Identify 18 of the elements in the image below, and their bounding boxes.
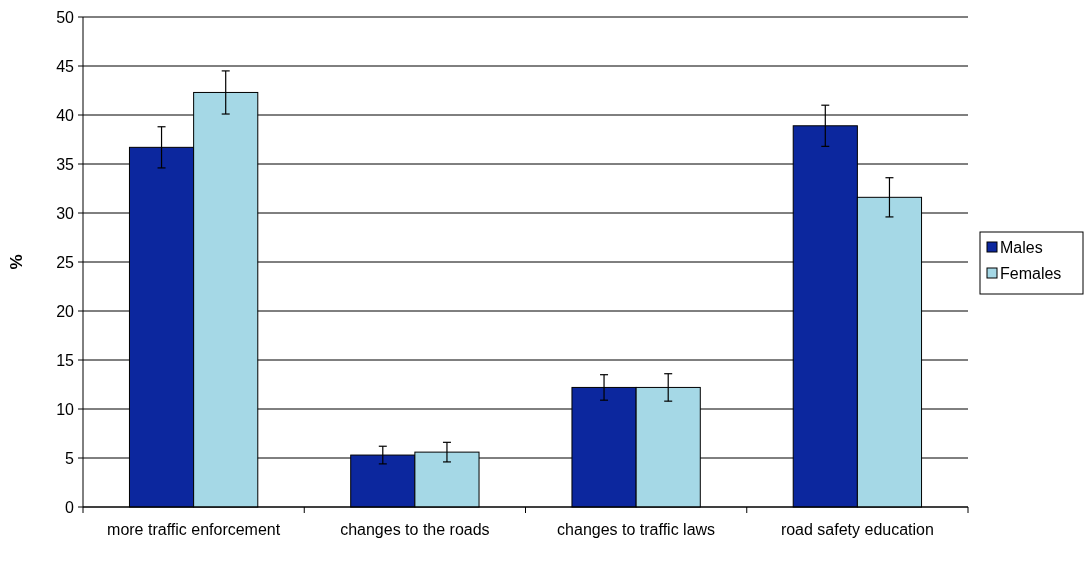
y-tick-label: 20 xyxy=(56,302,75,320)
legend-label: Females xyxy=(1000,264,1062,282)
y-axis-title: % xyxy=(7,254,26,270)
y-tick-label: 50 xyxy=(56,8,75,26)
x-tick-label: more traffic enforcement xyxy=(107,521,281,538)
y-tick-label: 30 xyxy=(56,204,75,222)
y-tick-label: 45 xyxy=(56,57,75,75)
y-tick-label: 10 xyxy=(56,400,75,418)
legend-label: Males xyxy=(1000,238,1043,256)
y-tick-label: 15 xyxy=(56,351,75,369)
y-tick-label: 25 xyxy=(56,253,75,271)
x-tick-label: changes to the roads xyxy=(340,521,490,538)
y-tick-label: 5 xyxy=(65,449,75,467)
x-tick-label: changes to traffic laws xyxy=(557,521,716,538)
y-tick-label: 35 xyxy=(56,155,75,173)
y-tick-label: 40 xyxy=(56,106,75,124)
x-tick-label: road safety education xyxy=(780,521,934,538)
y-tick-label: 0 xyxy=(65,498,75,516)
